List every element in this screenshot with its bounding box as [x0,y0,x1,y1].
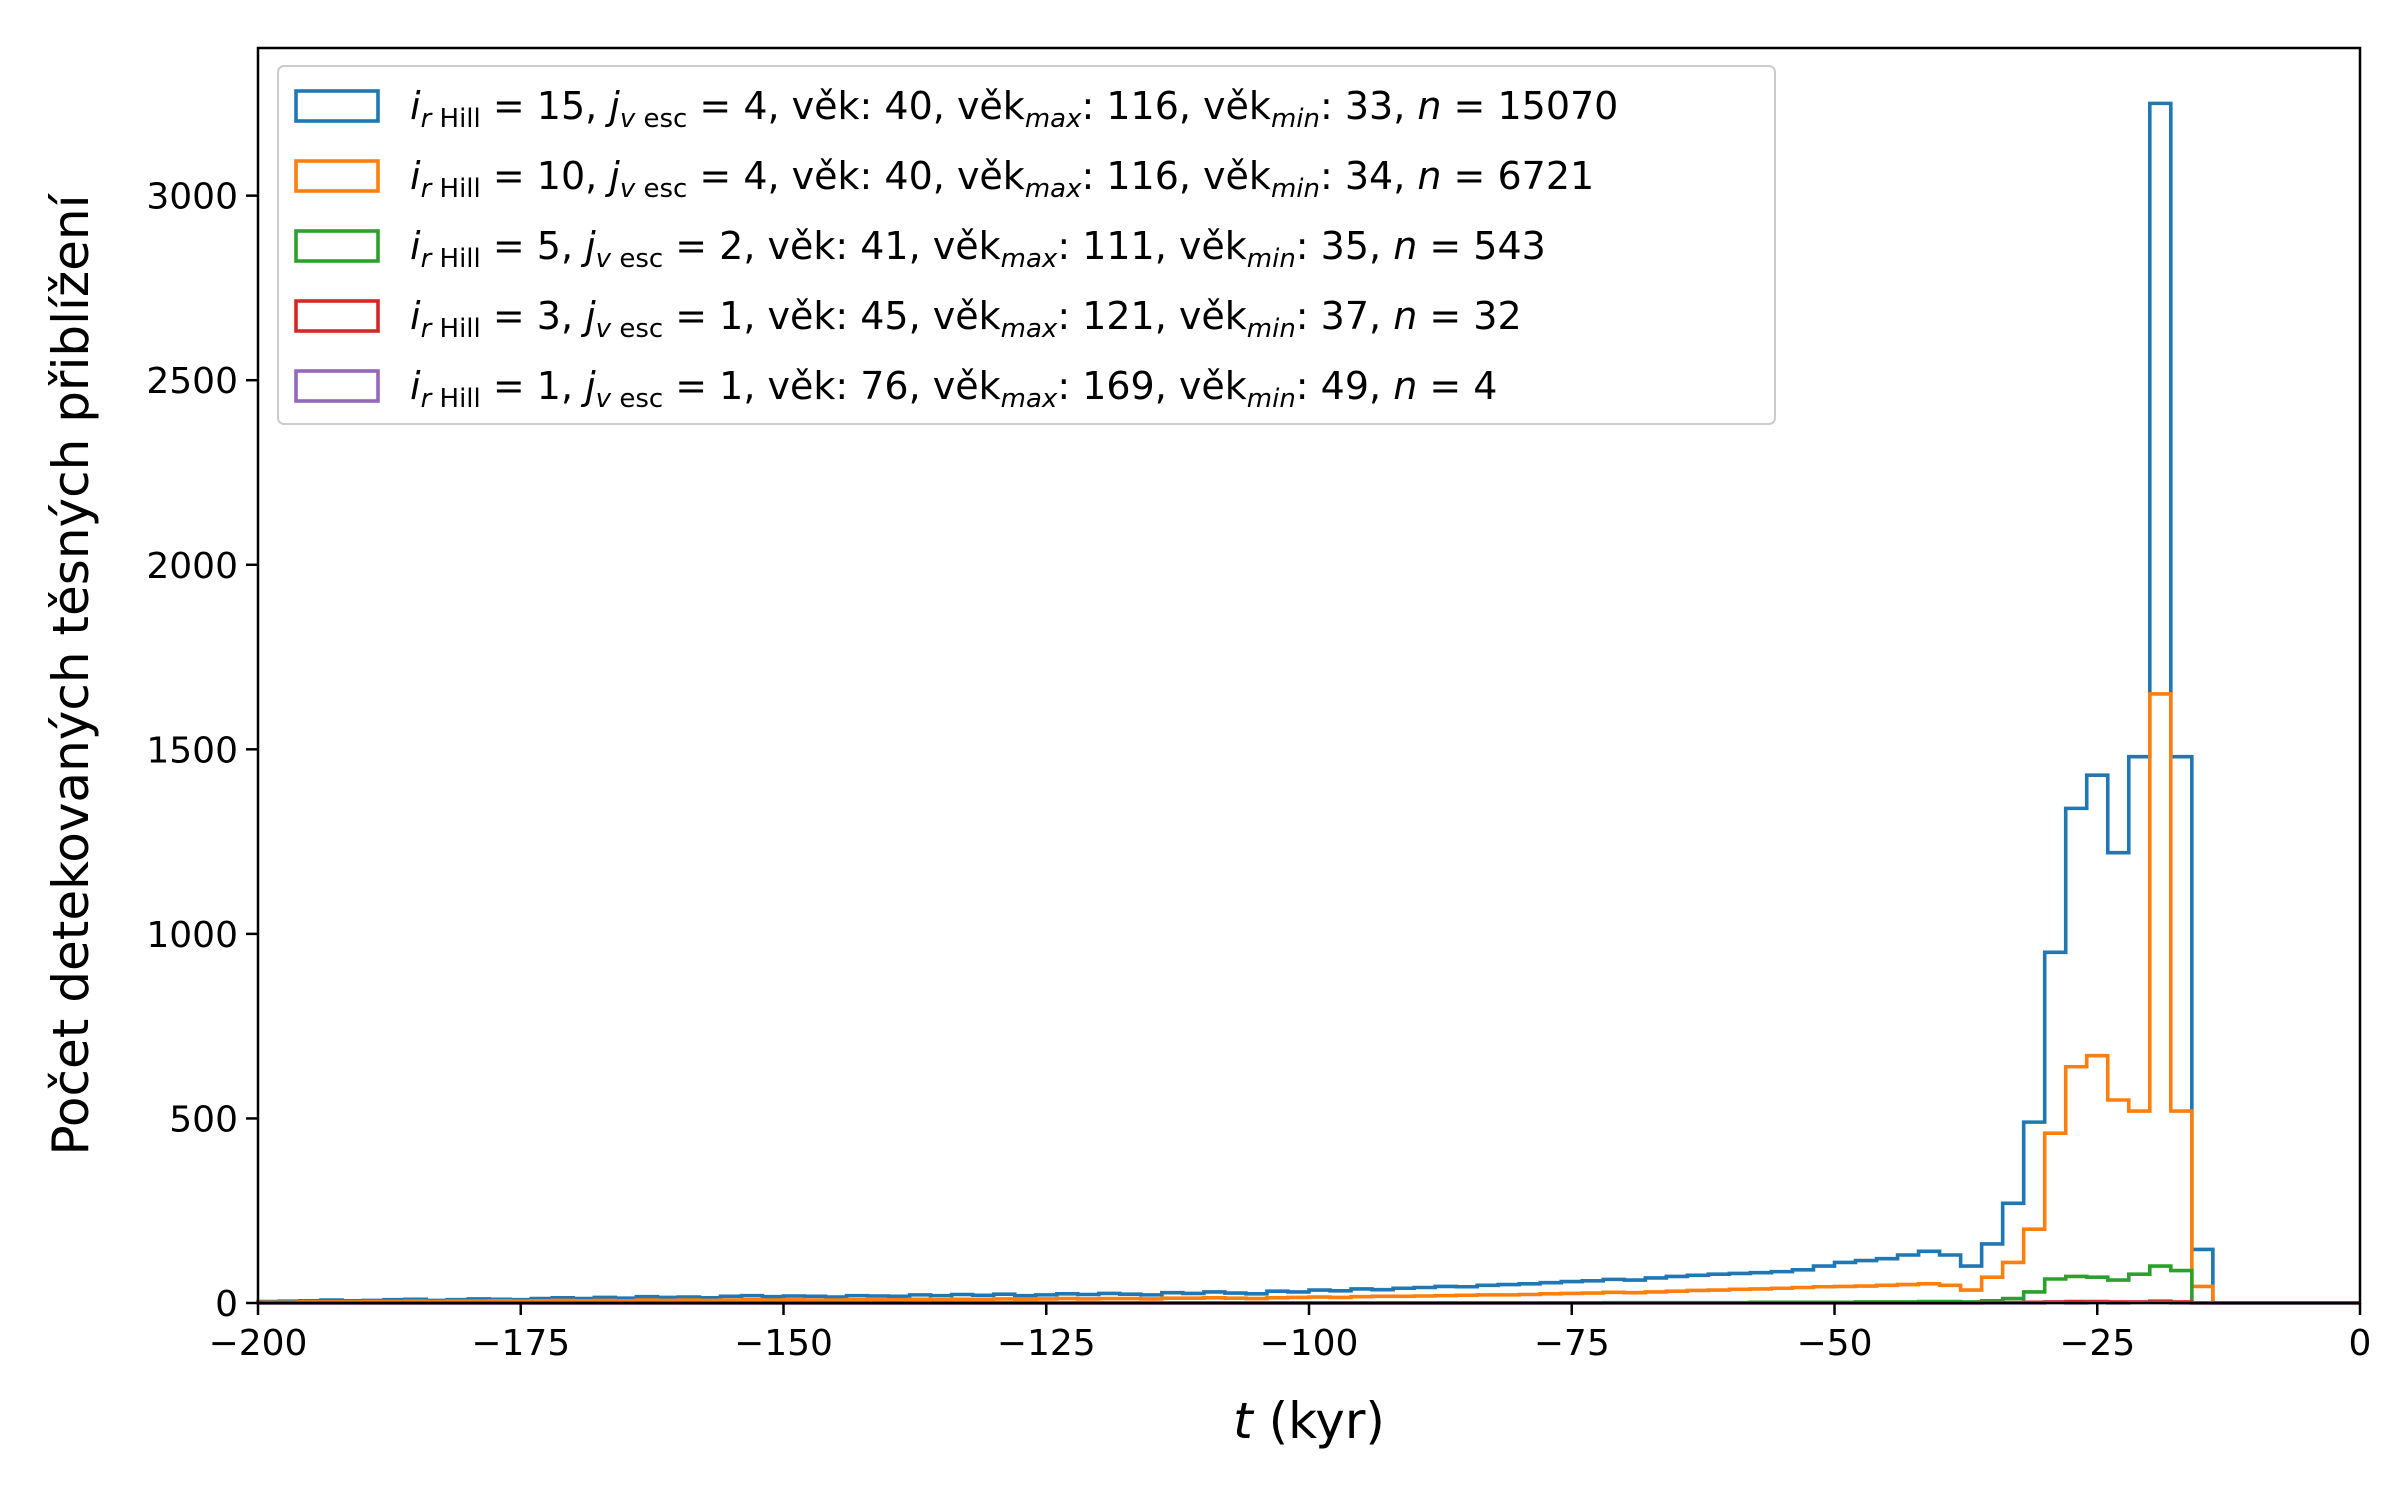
x-axis-label-unit: (kyr) [1253,1392,1385,1450]
legend-label-5: ir Hill = 1, jv esc = 1, věk: 76, věkmax… [410,364,1497,414]
legend-swatch-3 [294,229,380,263]
y-tick-label: 2500 [146,361,238,402]
legend-swatch-4 [294,299,380,333]
y-tick-label: 1500 [146,730,238,771]
histogram-series-2 [256,692,2360,1305]
x-tick-label: −75 [1534,1323,1610,1364]
y-tick-label: 0 [215,1284,238,1325]
x-tick-label: −200 [209,1323,308,1364]
legend: ir Hill = 15, jv esc = 4, věk: 40, věkma… [277,65,1776,425]
y-axis-ticks: 0 500 1000 1500 2000 2500 3000 [146,177,258,1325]
x-axis-ticks: −200 −175 −150 −125 −100 −75 −50 −25 0 [209,1303,2372,1364]
x-tick-label: −100 [1260,1323,1359,1364]
x-tick-label: −25 [2059,1323,2135,1364]
legend-label-4: ir Hill = 3, jv esc = 1, věk: 45, věkmax… [410,294,1522,344]
x-tick-label: −175 [471,1323,570,1364]
legend-frame [277,65,1776,425]
legend-swatch-5 [294,369,380,403]
x-tick-label: −150 [734,1323,833,1364]
x-axis-label: t (kyr) [1233,1392,1385,1450]
x-tick-label: −50 [1797,1323,1873,1364]
x-axis-label-variable: t [1233,1392,1255,1450]
histogram-series-1 [256,101,2360,1305]
legend-swatch-1 [294,89,380,123]
legend-label-1: ir Hill = 15, jv esc = 4, věk: 40, věkma… [410,84,1618,134]
x-tick-label: −125 [997,1323,1096,1364]
y-tick-label: 2000 [146,546,238,587]
legend-swatch-2 [294,159,380,193]
legend-label-2: ir Hill = 10, jv esc = 4, věk: 40, věkma… [410,154,1594,204]
y-tick-label: 3000 [146,177,238,218]
legend-label-3: ir Hill = 5, jv esc = 2, věk: 41, věkmax… [410,224,1546,274]
y-tick-label: 1000 [146,915,238,956]
y-tick-label: 500 [169,1099,238,1140]
y-axis-label: Počet detekovaných těsných přiblížení [42,192,100,1155]
x-tick-label: 0 [2349,1323,2372,1364]
